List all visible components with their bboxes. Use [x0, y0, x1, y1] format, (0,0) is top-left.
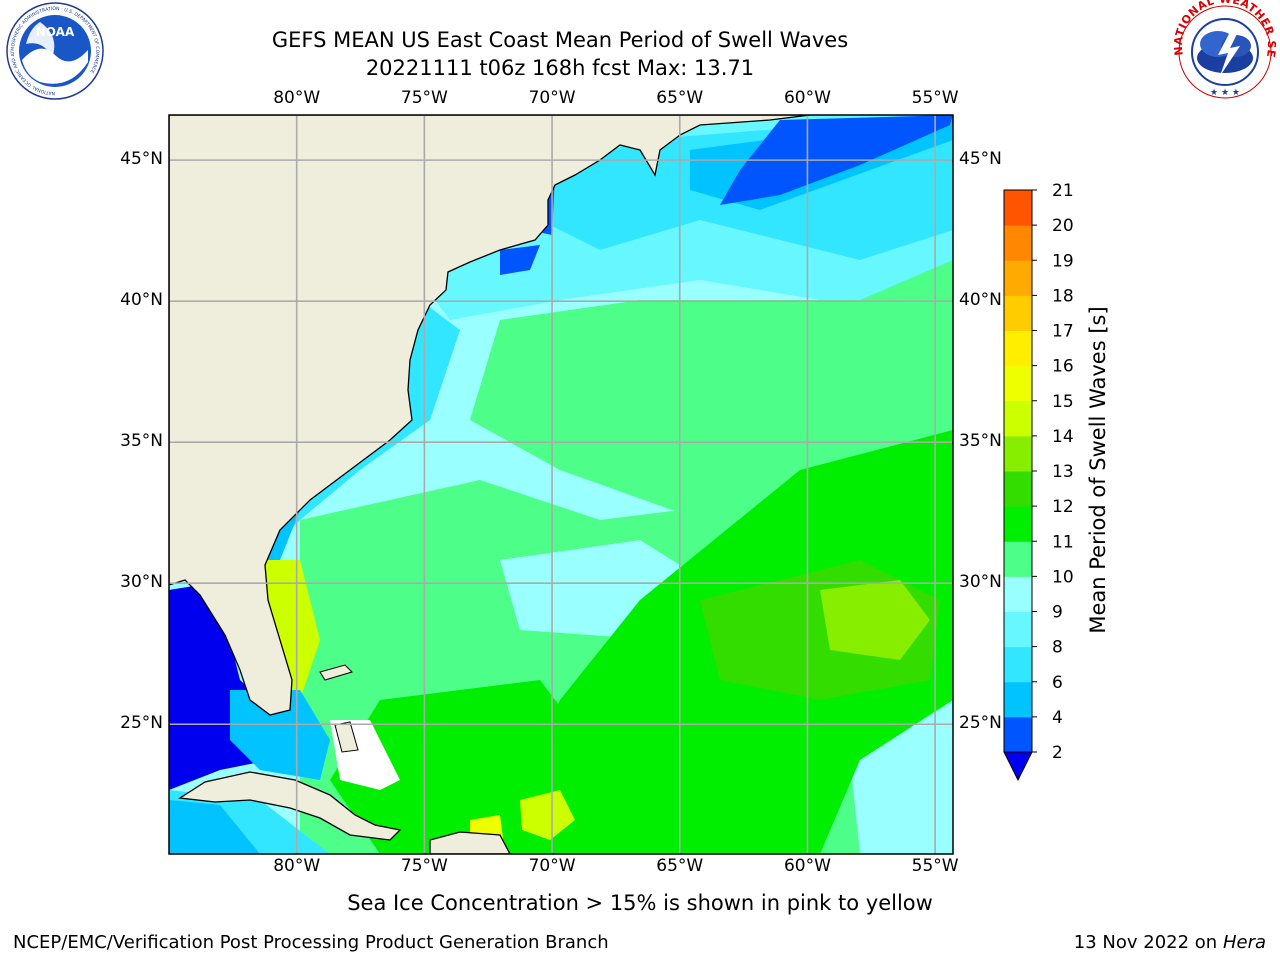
colorbar-tick-label: 9	[1052, 603, 1063, 623]
colorbar-segment	[1004, 646, 1032, 683]
colorbar-tick-label: 15	[1052, 392, 1074, 412]
colorbar-label: Mean Period of Swell Waves [s]	[1086, 306, 1110, 634]
swell-caribbean-west-deep	[169, 800, 260, 854]
colorbar-segment	[1004, 681, 1032, 718]
lon-tick-bottom: 80°W	[273, 856, 321, 876]
lat-tick-right: 30°N	[959, 572, 1002, 593]
land-north-america	[169, 115, 811, 716]
chart-title: GEFS MEAN US East Coast Mean Period of S…	[271, 28, 849, 52]
colorbar-tick-label: 16	[1052, 357, 1074, 377]
lon-tick-bottom: 60°W	[783, 856, 831, 876]
colorbar-tick-label: 10	[1052, 567, 1074, 587]
map-plot-area	[169, 115, 953, 854]
lon-tick-bottom: 65°W	[656, 856, 704, 876]
noaa-logo-text: NOAA	[36, 25, 75, 39]
chart-subtitle: 20221111 t06z 168h fcst Max: 13.71	[365, 56, 755, 80]
swell-9s-central	[470, 260, 953, 520]
colorbar-tick-label: 4	[1052, 708, 1063, 728]
lat-tick-right: 40°N	[959, 290, 1002, 311]
map-gridlines	[169, 115, 953, 854]
colorbar-segment	[1004, 471, 1032, 507]
footer-credit: NCEP/EMC/Verification Post Processing Pr…	[13, 932, 609, 953]
swell-4s-ny-bight	[500, 245, 540, 275]
lat-tick-left: 45°N	[120, 149, 163, 170]
lon-tick-top: 55°W	[911, 88, 959, 108]
colorbar-tick-label: 12	[1052, 497, 1074, 517]
colorbar-tick-label: 19	[1052, 251, 1074, 271]
land-andros	[334, 721, 359, 753]
colorbar-tick-label: 2	[1052, 743, 1063, 763]
colorbar-tick-label: 18	[1052, 286, 1074, 306]
lon-tick-top: 65°W	[656, 88, 704, 108]
colorbar-segment	[1004, 541, 1032, 577]
lon-tick-top: 70°W	[528, 88, 576, 108]
colorbar-tick-label: 6	[1052, 673, 1063, 693]
colorbar: 2 4 6 8 9 10 11 12 13 14 15 16 17 18 19 20 21	[1003, 181, 1074, 782]
lon-tick-top: 60°W	[783, 88, 831, 108]
colorbar-tick-label: 17	[1052, 322, 1074, 342]
footer-machine: Hera	[1222, 932, 1266, 953]
lat-tick-left: 40°N	[120, 290, 163, 311]
lon-tick-top: 80°W	[273, 88, 321, 108]
lon-tick-bottom: 55°W	[911, 856, 959, 876]
colorbar-segment	[1004, 365, 1032, 402]
lat-tick-right: 25°N	[959, 713, 1002, 734]
colorbar-segment	[1004, 225, 1032, 261]
colorbar-segment	[1004, 190, 1032, 226]
colorbar-segment	[1004, 611, 1032, 648]
lon-tick-top: 75°W	[400, 88, 448, 108]
lon-tick-bottom: 75°W	[400, 856, 448, 876]
colorbar-segment	[1004, 260, 1032, 296]
footer-date: 13 Nov 2022 on Hera	[1074, 932, 1266, 953]
colorbar-segment	[1004, 330, 1032, 367]
land-hispaniola	[429, 831, 511, 854]
svg-text:★ ★ ★: ★ ★ ★	[1210, 88, 1240, 98]
colorbar-segment	[1004, 506, 1032, 542]
swell-13s-south	[520, 790, 575, 840]
swell-straits	[230, 690, 330, 780]
land-grand-bahama	[319, 664, 353, 681]
colorbar-segment	[1004, 576, 1032, 612]
colorbar-tick-label: 8	[1052, 638, 1063, 658]
colorbar-extend-arrow	[1003, 751, 1033, 782]
lat-tick-right: 45°N	[959, 149, 1002, 170]
lat-tick-right: 35°N	[959, 431, 1002, 452]
colorbar-segment	[1004, 400, 1032, 437]
swell-12s-patch	[820, 580, 930, 660]
footer-date-text: 13 Nov 2022 on	[1073, 932, 1218, 953]
colorbar-tick-label: 14	[1052, 427, 1074, 447]
colorbar-segment	[1004, 435, 1032, 472]
lat-tick-left: 35°N	[120, 431, 163, 452]
lat-tick-left: 30°N	[120, 572, 163, 593]
noaa-logo: NOAA NATIONAL OCEANIC AND ATMOSPHERIC AD…	[6, 2, 104, 100]
land-cuba	[178, 771, 402, 841]
colorbar-tick-label: 11	[1052, 532, 1074, 552]
colorbar-segment	[1004, 716, 1032, 753]
lon-tick-bottom: 70°W	[528, 856, 576, 876]
map-frame	[168, 114, 954, 855]
lat-tick-left: 25°N	[120, 713, 163, 734]
sea-ice-note: Sea Ice Concentration > 15% is shown in …	[347, 891, 933, 915]
colorbar-tick-label: 20	[1052, 216, 1074, 236]
nws-logo: NATIONAL WEATHER SERVICE ★ ★ ★	[1170, 0, 1278, 99]
colorbar-segment	[1004, 295, 1032, 331]
colorbar-tick-label: 21	[1052, 181, 1074, 201]
colorbar-tick-label: 13	[1052, 462, 1074, 482]
